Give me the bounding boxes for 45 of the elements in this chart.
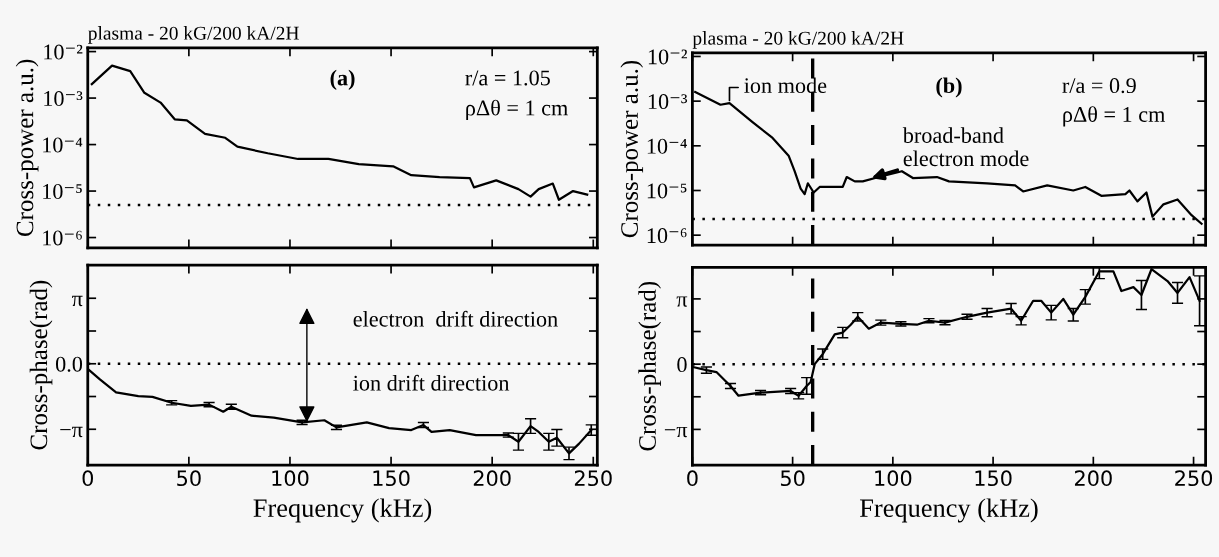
y-axis-title: Cross-power a.u.) [620,60,644,238]
annotation: ion drift direction [353,374,510,391]
x-tick-label: 50 [780,470,805,487]
y-axis-title: Cross-power a.u.) [15,59,39,237]
chart-title: plasma - 20 kG/200 kA/2H [88,26,299,44]
annotation: (a) [330,69,355,90]
annotation: r/a = 1.05 [465,70,550,86]
x-tick-label: 200 [1074,470,1112,487]
x-tick-label: 100 [875,470,912,487]
x-tick-label: 0 [82,470,94,487]
y-tick-label: 10⁻³ [648,94,688,110]
annotation: ion mode [744,77,827,94]
x-axis-title: Frequency (kHz) [859,498,1038,523]
y-tick-label: π [71,295,83,307]
annotation: r/a = 0.9 [1062,78,1136,94]
y-tick-label: 10⁻⁴ [43,137,83,153]
x-tick-label: 250 [574,470,612,487]
x-tick-label: 150 [373,470,410,487]
y-tick-label: −π [60,426,83,438]
y-tick-label: 10⁻⁶ [43,230,82,246]
x-tick-label: 250 [1175,470,1213,487]
chart-title: plasma - 20 kG/200 kA/2H [692,31,904,49]
y-tick-label: 10⁻² [648,49,688,65]
y-tick-label: 10⁻⁵ [647,183,687,199]
y-tick-label: 10⁻² [44,44,83,60]
annotation: ρΔθ = 1 cm [1063,106,1166,127]
x-tick-label: 200 [473,470,511,487]
annotation: electron drift direction [353,310,558,327]
x-tick-label: 150 [975,470,1012,487]
y-tick-label: 10⁻⁵ [43,183,82,199]
y-tick-label: 0 [677,357,687,373]
annotation: broad-band electron mode [902,127,1029,167]
x-axis-title: Frequency (kHz) [253,498,432,523]
y-tick-label: 10⁻⁶ [647,228,687,244]
x-tick-label: 100 [272,470,309,487]
annotation: ρΔθ = 1 cm [466,99,568,121]
y-tick-label: 10⁻³ [44,91,83,106]
annotation: (b) [936,77,962,98]
y-tick-label: 0.0 [55,356,83,372]
y-tick-label: 10⁻⁴ [647,138,687,154]
y-tick-label: −π [664,426,688,438]
x-tick-label: 50 [177,470,201,487]
y-axis-title: Cross-phase(rad) [29,280,53,450]
y-axis-title: Cross-phase(rad) [638,281,661,451]
y-tick-label: π [676,296,688,307]
